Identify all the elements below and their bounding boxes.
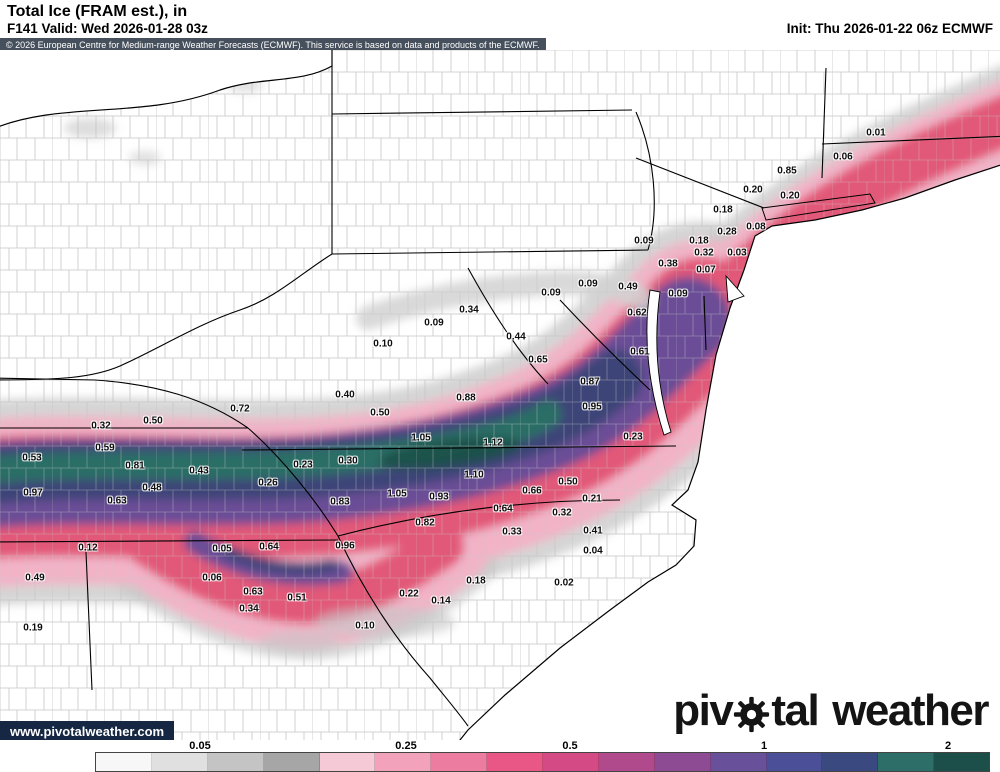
colorbar-segment: [543, 753, 599, 771]
colorbar-tick: 0.05: [189, 740, 211, 756]
page-title: Total Ice (FRAM est.), in: [7, 3, 188, 20]
site-url[interactable]: www.pivotalweather.com: [0, 721, 175, 742]
init-time-label: Init: Thu 2026-01-22 06z ECMWF: [786, 21, 993, 36]
ice-colorbar: 0.05 0.25 0.5 1 2: [0, 740, 1000, 772]
colorbar-segments: [95, 752, 990, 772]
copyright-notice: © 2026 European Centre for Medium-range …: [0, 38, 546, 52]
colorbar-segment: [151, 753, 208, 771]
colorbar-segment: [431, 753, 488, 771]
gear-icon: [734, 696, 770, 732]
colorbar-segment: [822, 753, 879, 771]
colorbar-segment: [710, 753, 767, 771]
colorbar-segment: [96, 753, 152, 771]
map-graphic: [0, 50, 1000, 740]
chesapeake-bay: [646, 289, 672, 436]
colorbar-tick: 2: [944, 740, 952, 756]
pivotal-weather-logo[interactable]: piv tal weather: [673, 686, 989, 736]
logo-text-weather: weather: [832, 686, 989, 735]
colorbar-segment: [766, 753, 823, 771]
valid-time-label: F141 Valid: Wed 2026-01-28 03z: [7, 21, 208, 36]
colorbar-ticks: 0.05 0.25 0.5 1 2: [0, 740, 1000, 756]
colorbar-segment: [878, 753, 935, 771]
atlantic-coastline: [459, 164, 1000, 740]
colorbar-segment: [598, 753, 655, 771]
colorbar-segment: [654, 753, 711, 771]
colorbar-segment: [319, 753, 376, 771]
state-borders: [0, 66, 1000, 727]
logo-text-tal: tal: [771, 686, 819, 735]
long-island-outline: [761, 193, 876, 221]
colorbar-segment: [263, 753, 320, 771]
colorbar-tick: 0.25: [395, 740, 417, 756]
water-bodies: [0, 50, 1000, 740]
colorbar-segment: [487, 753, 543, 771]
colorbar-segment: [207, 753, 264, 771]
colorbar-tick: 0.5: [562, 740, 578, 756]
lake-erie: [0, 50, 333, 127]
colorbar-tick: 1: [760, 740, 768, 756]
forecast-map[interactable]: 0.01 0.06 0.85 0.20 0.20 0.18 0.08 0.28 0.09 0.18…: [0, 50, 1000, 740]
logo-text-piv: piv: [673, 686, 734, 735]
delaware-bay: [725, 274, 745, 303]
colorbar-segment: [375, 753, 432, 771]
colorbar-segment: [934, 753, 989, 771]
